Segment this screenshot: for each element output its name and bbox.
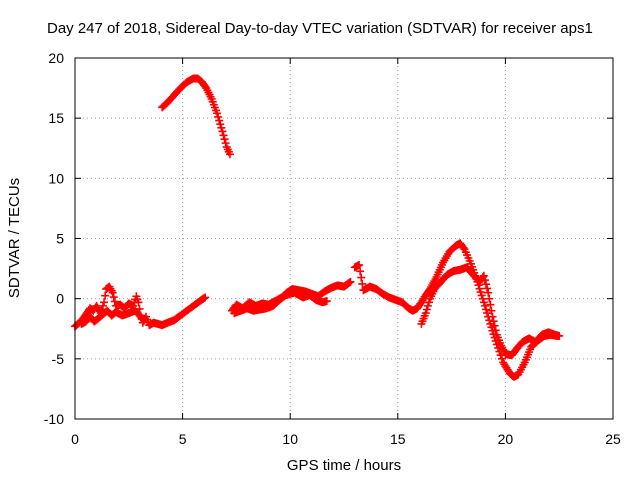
grid-layer xyxy=(75,58,613,419)
data-point xyxy=(484,288,493,297)
series-arc-late-upper xyxy=(417,263,564,360)
x-tick-label: 20 xyxy=(498,431,514,447)
data-point xyxy=(421,309,430,318)
series-arc-mid-lower xyxy=(230,288,331,318)
data-point xyxy=(487,306,496,315)
x-axis-label: GPS time / hours xyxy=(287,457,401,474)
y-tick-label: 0 xyxy=(56,291,64,307)
x-tick-label: 25 xyxy=(605,431,621,447)
data-point xyxy=(482,280,491,289)
data-point xyxy=(219,131,228,140)
data-point xyxy=(101,291,110,300)
data-point xyxy=(221,139,230,148)
data-point xyxy=(345,278,354,287)
data-point xyxy=(218,127,227,136)
data-point xyxy=(483,284,492,293)
tick-layer: 0 5 10 15 20 25 -10 -5 0 5 10 15 20 xyxy=(44,50,621,447)
data-point xyxy=(423,301,432,310)
data-point xyxy=(485,294,494,303)
data-point xyxy=(357,273,366,282)
series-arc-high xyxy=(158,74,234,159)
data-point xyxy=(479,298,488,307)
y-tick-label: 10 xyxy=(48,170,64,186)
data-point xyxy=(490,321,499,330)
data-point xyxy=(215,116,224,125)
data-point xyxy=(201,293,210,302)
data-point xyxy=(214,112,223,121)
y-tick-label: -5 xyxy=(52,351,65,367)
data-point xyxy=(217,123,226,132)
data-point xyxy=(109,293,118,302)
x-tick-label: 15 xyxy=(390,431,406,447)
data-point xyxy=(422,305,431,314)
series-arc-early-lower xyxy=(77,306,146,328)
data-point xyxy=(425,298,434,307)
series-arc-early xyxy=(71,282,210,331)
data-point xyxy=(98,301,107,310)
series-arc-late xyxy=(350,239,562,381)
data-point xyxy=(356,267,365,276)
data-point xyxy=(497,354,506,363)
data-point xyxy=(489,317,498,326)
y-axis-label: SDTVAR / TECUs xyxy=(6,178,23,298)
data-point xyxy=(358,279,367,288)
data-layer xyxy=(71,74,564,381)
chart-title: Day 247 of 2018, Sidereal Day-to-day VTE… xyxy=(47,20,593,37)
data-point xyxy=(488,312,497,321)
data-point xyxy=(491,326,500,335)
data-point xyxy=(480,276,489,285)
y-tick-label: -10 xyxy=(44,411,64,427)
x-tick-label: 10 xyxy=(282,431,298,447)
data-point xyxy=(459,243,468,252)
data-point xyxy=(137,313,146,322)
x-tick-label: 5 xyxy=(179,431,187,447)
data-point xyxy=(486,300,495,309)
data-point xyxy=(134,298,143,307)
data-point xyxy=(216,120,225,129)
data-point xyxy=(322,297,331,306)
x-tick-label: 0 xyxy=(71,431,79,447)
data-point xyxy=(108,288,117,297)
data-point xyxy=(220,135,229,144)
data-point xyxy=(225,150,234,159)
data-point xyxy=(213,109,222,118)
y-tick-label: 15 xyxy=(48,110,64,126)
y-tick-label: 5 xyxy=(56,231,64,247)
y-tick-label: 20 xyxy=(48,50,64,66)
data-point xyxy=(482,305,491,314)
data-point xyxy=(136,312,145,321)
data-point xyxy=(346,277,355,286)
data-point xyxy=(100,298,109,307)
data-point xyxy=(555,331,564,340)
data-point xyxy=(479,271,488,280)
data-point xyxy=(480,301,489,310)
data-point xyxy=(483,309,492,318)
data-point xyxy=(355,260,364,269)
